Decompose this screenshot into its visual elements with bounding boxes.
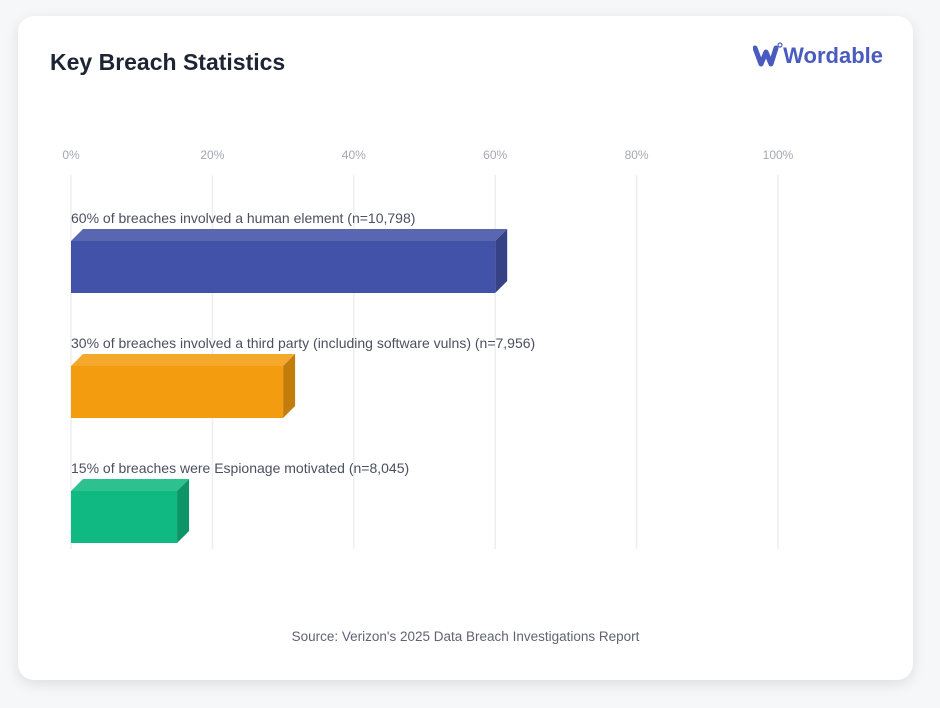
bar bbox=[71, 241, 496, 293]
source-note: Source: Verizon's 2025 Data Breach Inves… bbox=[291, 629, 640, 644]
x-tick-label: 80% bbox=[625, 148, 649, 162]
bar bbox=[71, 491, 178, 543]
bar-label: 15% of breaches were Espionage motivated… bbox=[71, 460, 409, 476]
bar-label: 30% of breaches involved a third party (… bbox=[71, 335, 535, 351]
x-tick-label: 100% bbox=[763, 148, 794, 162]
wordable-logo: Wordable bbox=[753, 42, 883, 70]
x-tick-label: 40% bbox=[342, 148, 366, 162]
bar-top bbox=[71, 479, 190, 491]
bar-side bbox=[283, 354, 296, 418]
bar-side bbox=[495, 229, 508, 293]
logo-text: Wordable bbox=[783, 43, 883, 68]
bar-top bbox=[71, 229, 508, 241]
bar-side bbox=[177, 479, 190, 543]
wordable-logo-icon bbox=[753, 42, 783, 67]
bar-top bbox=[71, 354, 296, 366]
x-tick-label: 0% bbox=[62, 148, 80, 162]
x-tick-label: 20% bbox=[200, 148, 224, 162]
page-title: Key Breach Statistics bbox=[50, 49, 286, 75]
bar bbox=[71, 366, 284, 418]
x-tick-label: 60% bbox=[483, 148, 507, 162]
chart-card: Key Breach Statistics Wordable Source: V… bbox=[18, 16, 913, 680]
bar-label: 60% of breaches involved a human element… bbox=[71, 210, 415, 226]
